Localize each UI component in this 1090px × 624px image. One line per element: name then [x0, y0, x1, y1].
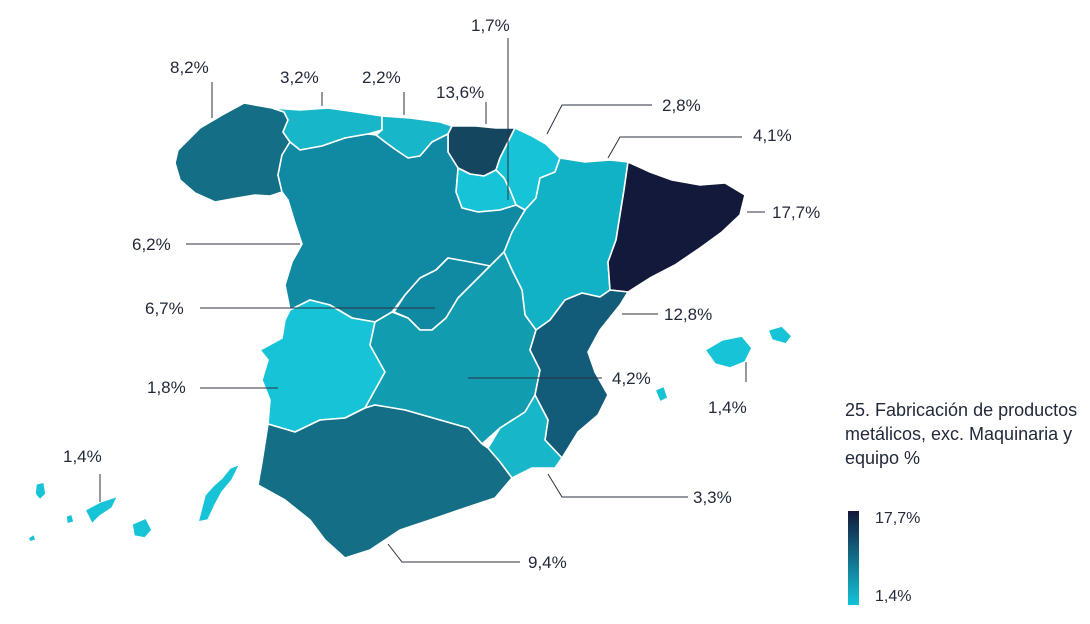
region-cataluna [607, 161, 746, 293]
leader-andalucia [387, 543, 520, 563]
label-castilla-y-leon: 6,2% [132, 235, 171, 254]
label-pais-vasco: 13,6% [436, 83, 484, 102]
label-aragon: 4,1% [753, 126, 792, 145]
label-extremadura: 1,8% [147, 378, 186, 397]
label-comunidad-valenciana: 12,8% [664, 305, 712, 324]
region-canarias [27, 463, 241, 543]
label-andalucia: 9,4% [528, 553, 567, 572]
label-madrid: 6,7% [145, 299, 184, 318]
label-canarias: 1,4% [63, 447, 102, 466]
legend-title: 25. Fabricación de productos metálicos, … [845, 400, 1078, 468]
region-murcia [487, 394, 563, 479]
value-labels: 8,2% 3,2% 2,2% 13,6% 1,7% 2,8% 4,1% 17,7… [63, 16, 820, 572]
region-comunidad-valenciana [529, 289, 629, 459]
label-navarra: 2,8% [662, 96, 701, 115]
leader-navarra [546, 104, 652, 135]
label-murcia: 3,3% [693, 488, 732, 507]
leader-aragon [607, 136, 742, 159]
legend-color-scale [848, 511, 859, 605]
label-asturias: 3,2% [280, 68, 319, 87]
label-cataluna: 17,7% [772, 203, 820, 222]
label-la-rioja: 1,7% [471, 16, 510, 35]
label-galicia: 8,2% [170, 58, 209, 77]
leader-lines [99, 38, 765, 563]
label-baleares: 1,4% [708, 398, 747, 417]
region-baleares [654, 325, 793, 403]
region-andalucia [257, 404, 513, 559]
label-cantabria: 2,2% [362, 68, 401, 87]
label-castilla-la-mancha: 4,2% [612, 369, 651, 388]
legend-max-label: 17,7% [875, 510, 921, 527]
legend-min-label: 1,4% [875, 588, 912, 605]
region-galicia [174, 102, 291, 203]
leader-murcia [547, 473, 688, 498]
